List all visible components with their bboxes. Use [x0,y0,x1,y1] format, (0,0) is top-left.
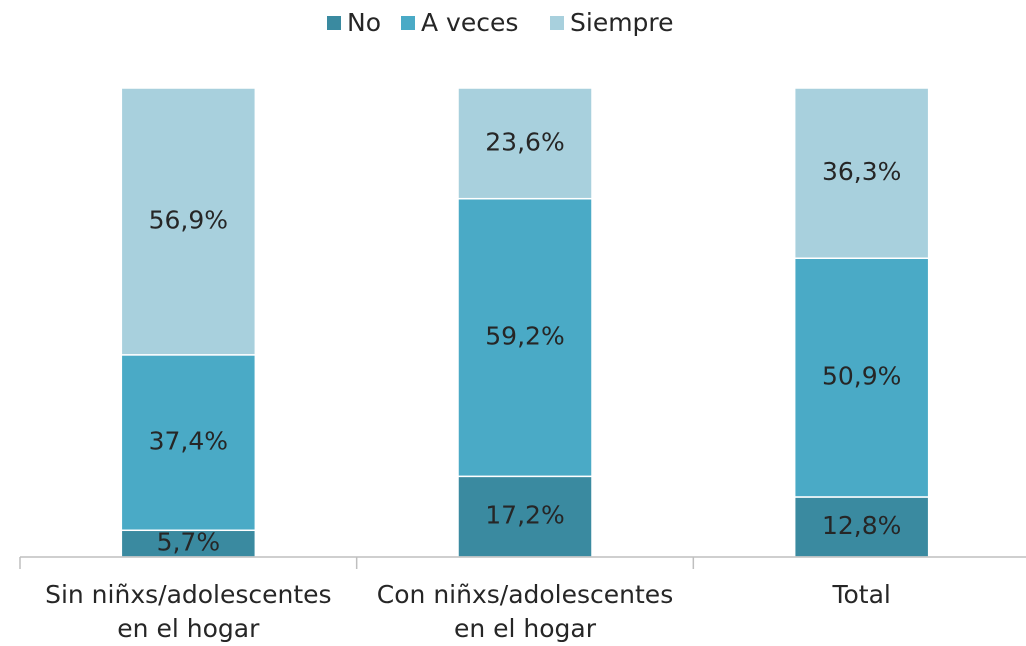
bar-segment [457,87,593,200]
bar-segment [457,197,593,478]
x-tick-label: en el hogar [454,614,597,643]
bar-segment [793,257,930,498]
bar-segment [457,475,593,558]
bar-segment [793,87,930,259]
x-tick-label: en el hogar [117,614,260,643]
legend-label: Siempre [570,8,674,37]
bar-segment [120,354,257,532]
x-tick-label: Con niñxs/adolescentes [377,580,673,609]
bar-segment [120,529,257,558]
bar-segment [120,87,257,356]
data-label: 59,2% [485,322,564,351]
data-label: 23,6% [485,127,564,156]
data-label: 5,7% [157,528,221,557]
data-label: 17,2% [485,501,564,530]
legend-swatch [327,16,341,30]
legend-swatch [550,16,564,30]
data-label: 37,4% [149,427,228,456]
x-tick-label: Total [831,580,890,609]
data-label: 12,8% [822,511,901,540]
data-label: 56,9% [149,205,228,234]
data-label: 50,9% [822,362,901,391]
x-tick-label: Sin niñxs/adolescentes [45,580,332,609]
data-label: 36,3% [822,157,901,186]
legend-label: No [347,8,381,37]
legend-swatch [401,16,415,30]
legend-label: A veces [421,8,518,37]
